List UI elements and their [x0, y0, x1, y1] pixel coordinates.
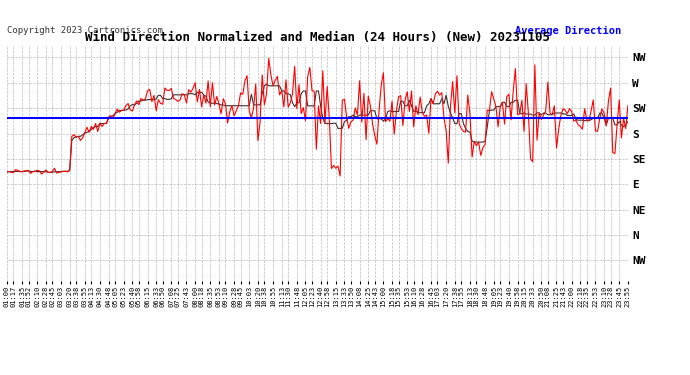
Title: Wind Direction Normalized and Median (24 Hours) (New) 20231105: Wind Direction Normalized and Median (24…: [85, 31, 550, 44]
Text: Average Direction: Average Direction: [515, 26, 622, 36]
Text: Copyright 2023 Cartronics.com: Copyright 2023 Cartronics.com: [7, 26, 163, 35]
